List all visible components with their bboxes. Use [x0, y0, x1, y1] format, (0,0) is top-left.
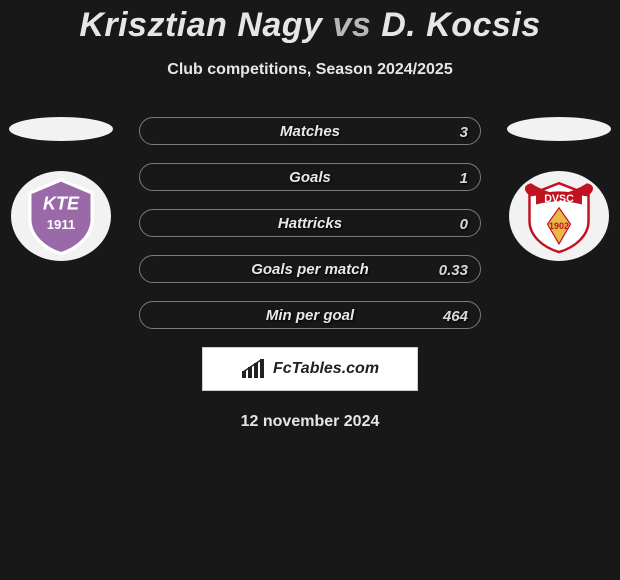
- club-badge-right: DVSC 1902: [509, 171, 609, 261]
- date-label: 12 november 2024: [0, 413, 620, 431]
- stat-row: Goals per match 0.33: [139, 255, 481, 283]
- player1-photo-placeholder: [9, 117, 113, 141]
- stat-value-right: 1: [460, 164, 468, 192]
- svg-text:1902: 1902: [549, 221, 569, 231]
- kte-shield-icon: KTE 1911: [20, 175, 102, 257]
- player1-name: Krisztian Nagy: [79, 6, 322, 44]
- page-title: Krisztian Nagy vs D. Kocsis: [0, 0, 620, 45]
- stat-label: Hattricks: [278, 215, 342, 232]
- branding-badge[interactable]: FcTables.com: [202, 347, 418, 391]
- stat-row: Matches 3: [139, 117, 481, 145]
- left-side: KTE 1911: [6, 117, 116, 261]
- vs-separator: vs: [332, 6, 371, 44]
- player2-name: D. Kocsis: [381, 6, 540, 44]
- stat-value-right: 0.33: [439, 256, 468, 284]
- content-area: KTE 1911 DVSC 1902: [0, 117, 620, 431]
- svg-text:DVSC: DVSC: [544, 193, 574, 205]
- stats-rows: Matches 3 Goals 1 Hattricks 0 Goals per …: [139, 117, 481, 329]
- comparison-card: Krisztian Nagy vs D. Kocsis Club competi…: [0, 0, 620, 431]
- stat-value-right: 0: [460, 210, 468, 238]
- player2-photo-placeholder: [507, 117, 611, 141]
- bars-icon: [241, 359, 267, 379]
- stat-row: Min per goal 464: [139, 301, 481, 329]
- stat-value-right: 464: [443, 302, 468, 330]
- stat-value-right: 3: [460, 118, 468, 146]
- dvsc-shield-icon: DVSC 1902: [518, 175, 600, 257]
- branding-label: FcTables.com: [273, 360, 379, 378]
- club-badge-left: KTE 1911: [11, 171, 111, 261]
- svg-text:KTE: KTE: [43, 193, 80, 213]
- subtitle: Club competitions, Season 2024/2025: [0, 61, 620, 79]
- stat-label: Goals: [289, 169, 331, 186]
- stat-label: Min per goal: [266, 307, 354, 324]
- stat-label: Matches: [280, 123, 340, 140]
- right-side: DVSC 1902: [504, 117, 614, 261]
- stat-row: Goals 1: [139, 163, 481, 191]
- svg-text:1911: 1911: [47, 217, 75, 232]
- stat-label: Goals per match: [251, 261, 369, 278]
- stat-row: Hattricks 0: [139, 209, 481, 237]
